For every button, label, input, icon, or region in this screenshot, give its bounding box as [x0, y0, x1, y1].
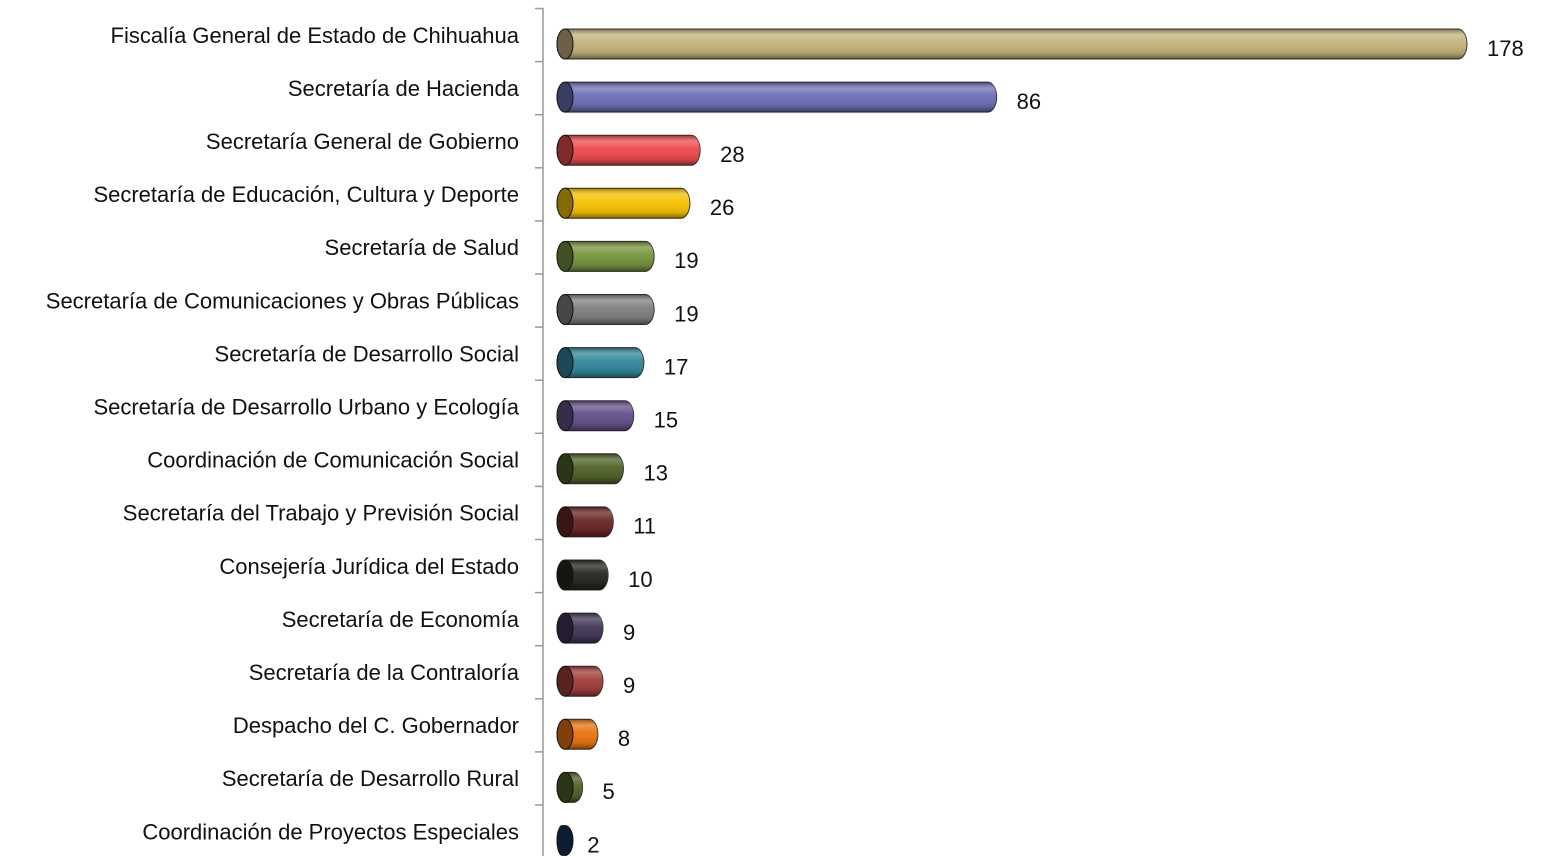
value-label: 2: [587, 832, 599, 856]
y-tick-label: Secretaría de Educación, Cultura y Depor…: [93, 182, 519, 207]
y-tick-label: Secretaría de Comunicaciones y Obras Púb…: [46, 288, 519, 313]
value-label: 5: [603, 779, 615, 804]
y-tick-label: Consejería Jurídica del Estado: [219, 554, 519, 579]
bar-cap: [556, 347, 574, 379]
bar-cap: [556, 453, 574, 485]
bar-shine: [557, 294, 655, 325]
bar-cap: [556, 240, 574, 272]
bar-cap: [556, 612, 574, 644]
value-label: 9: [623, 620, 635, 645]
y-tick-label: Coordinación de Proyectos Especiales: [142, 819, 519, 844]
y-tick-label: Coordinación de Comunicación Social: [147, 448, 519, 473]
bar-cap: [556, 718, 574, 750]
value-label: 178: [1487, 36, 1524, 61]
value-label: 28: [720, 142, 744, 167]
value-label: 10: [628, 567, 652, 592]
bar-shine: [557, 82, 997, 113]
y-tick-label: Secretaría de la Contraloría: [249, 660, 520, 685]
value-label: 8: [618, 726, 630, 751]
bar-cap: [556, 825, 574, 856]
value-label: 11: [633, 514, 656, 539]
value-label: 26: [710, 195, 734, 220]
value-label: 19: [674, 248, 698, 273]
y-tick-label: Secretaría de Salud: [325, 235, 519, 260]
value-label: 9: [623, 673, 635, 698]
bar-cap: [556, 771, 574, 803]
bar-shine: [557, 241, 655, 272]
bar-shine: [557, 29, 1467, 59]
bar-cap: [556, 81, 574, 113]
bar-shine: [557, 400, 634, 431]
bar-cap: [556, 506, 574, 538]
y-tick-label: Secretaría de Desarrollo Urbano y Ecolog…: [93, 395, 519, 420]
value-label: 86: [1017, 89, 1041, 114]
bar-cap: [556, 400, 574, 432]
value-label: 19: [674, 301, 698, 326]
bar-shine: [557, 135, 701, 166]
y-tick-label: Despacho del C. Gobernador: [233, 713, 519, 738]
y-tick-label: Secretaría de Hacienda: [288, 76, 520, 101]
y-tick-label: Secretaría de Economía: [282, 607, 520, 632]
bar-cap: [556, 665, 574, 697]
y-tick-label: Secretaría General de Gobierno: [206, 129, 519, 154]
bar-cap: [556, 294, 574, 325]
value-label: 17: [664, 354, 688, 379]
bar-shine: [557, 453, 624, 484]
value-label: 13: [643, 461, 667, 486]
bar-cap: [556, 559, 574, 591]
bar-cap: [556, 134, 574, 166]
y-tick-label: Secretaría de Desarrollo Social: [215, 341, 519, 366]
bar-shine: [557, 347, 644, 378]
y-tick-label: Secretaría del Trabajo y Previsión Socia…: [123, 501, 519, 526]
y-tick-label: Secretaría de Desarrollo Rural: [222, 766, 519, 791]
bar-shine: [557, 188, 690, 219]
bar-cap: [556, 187, 574, 219]
y-tick-label: Fiscalía General de Estado de Chihuahua: [111, 23, 520, 48]
bar-cap: [556, 28, 574, 60]
value-label: 15: [654, 408, 678, 433]
